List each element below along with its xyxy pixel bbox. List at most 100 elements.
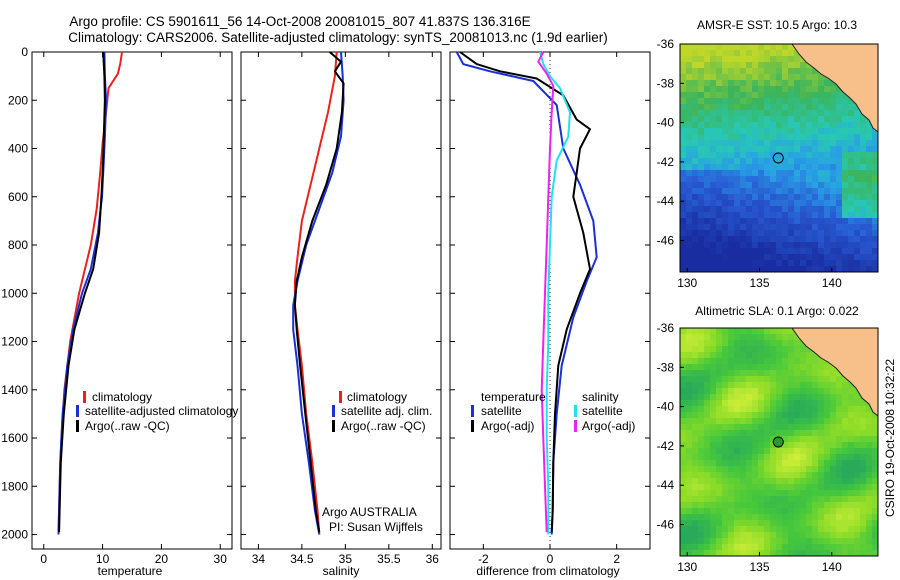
heatmap-cell bbox=[680, 502, 687, 509]
heatmap-cell bbox=[824, 418, 831, 425]
heatmap-cell bbox=[686, 532, 693, 539]
heatmap-cell bbox=[848, 388, 855, 395]
heatmap-cell bbox=[830, 128, 837, 135]
heatmap-cell bbox=[686, 334, 693, 341]
heatmap-cell bbox=[860, 260, 867, 267]
heatmap-cell bbox=[794, 424, 801, 431]
heatmap-cell bbox=[824, 448, 831, 455]
heatmap-cell bbox=[746, 218, 753, 225]
heatmap-cell bbox=[752, 140, 759, 147]
heatmap-cell bbox=[722, 538, 729, 545]
heatmap-cell bbox=[758, 406, 765, 413]
heatmap-cell bbox=[824, 224, 831, 231]
heatmap-cell bbox=[842, 122, 849, 129]
heatmap-cell bbox=[788, 430, 795, 437]
heatmap-cell bbox=[716, 86, 723, 93]
heatmap-cell bbox=[716, 110, 723, 117]
heatmap-cell bbox=[764, 86, 771, 93]
heatmap-cell bbox=[770, 550, 777, 556]
heatmap-cell bbox=[722, 430, 729, 437]
heatmap-cell bbox=[722, 394, 729, 401]
heatmap-cell bbox=[776, 134, 783, 141]
heatmap-cell bbox=[848, 224, 855, 231]
heatmap-cell bbox=[842, 266, 849, 272]
heatmap-cell bbox=[734, 50, 741, 57]
heatmap-cell bbox=[800, 514, 807, 521]
heatmap-cell bbox=[692, 236, 699, 243]
heatmap-cell bbox=[854, 200, 861, 207]
heatmap-cell bbox=[854, 170, 861, 177]
heatmap-cell bbox=[758, 158, 765, 165]
heatmap-cell bbox=[698, 346, 705, 353]
heatmap-cell bbox=[770, 134, 777, 141]
heatmap-cell bbox=[770, 188, 777, 195]
heatmap-cell bbox=[740, 382, 747, 389]
heatmap-cell bbox=[836, 98, 843, 105]
heatmap-cell bbox=[848, 98, 855, 105]
heatmap-cell bbox=[698, 158, 705, 165]
heatmap-cell bbox=[854, 436, 861, 443]
heatmap-cell bbox=[746, 116, 753, 123]
heatmap-cell bbox=[806, 254, 813, 261]
heatmap-cell bbox=[860, 242, 867, 249]
heatmap-cell bbox=[812, 260, 819, 267]
heatmap-cell bbox=[818, 364, 825, 371]
heatmap-cell bbox=[830, 134, 837, 141]
heatmap-cell bbox=[782, 104, 789, 111]
heatmap-cell bbox=[872, 230, 878, 237]
heatmap-cell bbox=[710, 334, 717, 341]
heatmap-cell bbox=[860, 490, 867, 497]
heatmap-cell bbox=[680, 352, 687, 359]
heatmap-cell bbox=[686, 242, 693, 249]
heatmap-cell bbox=[830, 116, 837, 123]
heatmap-cell bbox=[830, 110, 837, 117]
heatmap-cell bbox=[734, 230, 741, 237]
heatmap-cell bbox=[680, 418, 687, 425]
heatmap-cell bbox=[680, 376, 687, 383]
heatmap-cell bbox=[680, 92, 687, 99]
heatmap-cell bbox=[746, 44, 753, 51]
heatmap-cell bbox=[860, 206, 867, 213]
heatmap-cell bbox=[710, 430, 717, 437]
heatmap-cell bbox=[728, 80, 735, 87]
heatmap-cell bbox=[866, 236, 873, 243]
heatmap-cell bbox=[866, 454, 873, 461]
heatmap-cell bbox=[764, 388, 771, 395]
heatmap-cell bbox=[722, 176, 729, 183]
heatmap-cell bbox=[824, 514, 831, 521]
heatmap-cell bbox=[728, 224, 735, 231]
heatmap-cell bbox=[818, 164, 825, 171]
heatmap-cell bbox=[746, 352, 753, 359]
heatmap-cell bbox=[818, 418, 825, 425]
y-tick-label: 1400 bbox=[1, 383, 28, 397]
heatmap-cell bbox=[704, 430, 711, 437]
heatmap-cell bbox=[710, 188, 717, 195]
heatmap-cell bbox=[734, 62, 741, 69]
heatmap-cell bbox=[734, 550, 741, 556]
heatmap-cell bbox=[734, 122, 741, 129]
heatmap-cell bbox=[854, 532, 861, 539]
heatmap-cell bbox=[776, 382, 783, 389]
heatmap-cell bbox=[788, 176, 795, 183]
heatmap-cell bbox=[752, 490, 759, 497]
heatmap-cell bbox=[830, 526, 837, 533]
heatmap-cell bbox=[824, 122, 831, 129]
heatmap-cell bbox=[866, 248, 873, 255]
heatmap-cell bbox=[782, 364, 789, 371]
heatmap-cell bbox=[860, 224, 867, 231]
heatmap-cell bbox=[794, 92, 801, 99]
heatmap-cell bbox=[794, 230, 801, 237]
heatmap-cell bbox=[776, 194, 783, 201]
heatmap-cell bbox=[788, 224, 795, 231]
heatmap-cell bbox=[812, 364, 819, 371]
heatmap-cell bbox=[716, 104, 723, 111]
heatmap-cell bbox=[710, 92, 717, 99]
heatmap-cell bbox=[752, 364, 759, 371]
heatmap-cell bbox=[818, 224, 825, 231]
heatmap-cell bbox=[860, 230, 867, 237]
heatmap-cell bbox=[710, 514, 717, 521]
heatmap-cell bbox=[758, 140, 765, 147]
heatmap-cell bbox=[782, 266, 789, 272]
heatmap-cell bbox=[680, 206, 687, 213]
heatmap-cell bbox=[776, 50, 783, 57]
